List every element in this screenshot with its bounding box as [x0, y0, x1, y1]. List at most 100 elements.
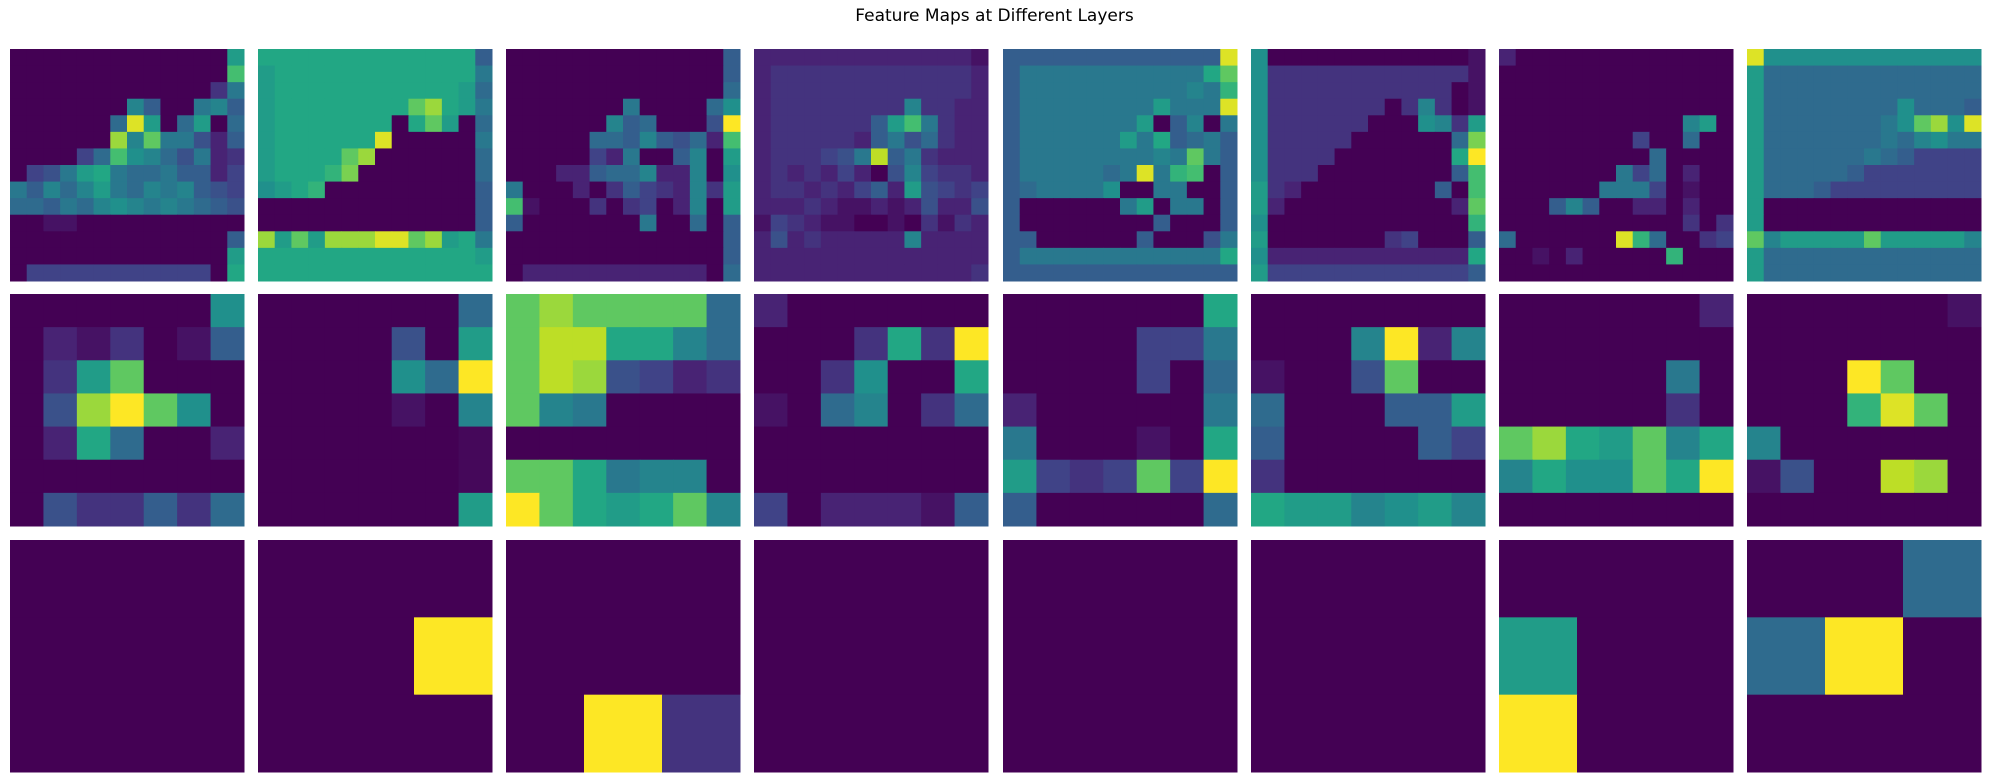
heatmap-cell — [1649, 214, 1667, 232]
heatmap-cell — [1170, 231, 1188, 249]
heatmap-cell — [921, 294, 956, 328]
heatmap-cell — [1499, 459, 1533, 494]
heatmap-cell — [1203, 247, 1221, 265]
heatmap-cell — [1284, 65, 1302, 83]
heatmap-cell — [1880, 264, 1898, 282]
heatmap-cell — [1334, 181, 1352, 199]
heatmap-cell — [1747, 540, 1826, 618]
heatmap-cell — [1549, 247, 1567, 265]
heatmap-cell — [441, 214, 460, 232]
heatmap-cell — [1401, 49, 1419, 67]
heatmap-cell — [1251, 49, 1269, 67]
heatmap-cell — [1599, 294, 1634, 328]
heatmap-cell — [639, 98, 657, 116]
heatmap-cell — [971, 198, 989, 216]
heatmap-cell — [375, 247, 393, 265]
heatmap-cell — [1666, 98, 1684, 116]
heatmap-cell — [1384, 360, 1419, 394]
heatmap-cell — [1914, 49, 1932, 67]
heatmap-cell — [291, 65, 309, 83]
heatmap-cell — [1847, 198, 1865, 216]
heatmap-cell — [1351, 426, 1386, 461]
heatmap-cell — [458, 327, 493, 361]
feature-map-layer2-8 — [1747, 294, 1982, 527]
heatmap-cell — [177, 165, 195, 183]
heatmap-cell — [1499, 82, 1517, 100]
heatmap-cell — [210, 492, 245, 527]
heatmap-cell — [1582, 247, 1600, 265]
heatmap-cell — [1053, 65, 1071, 83]
heatmap-cell — [1120, 148, 1138, 166]
heatmap-cell — [1401, 214, 1419, 232]
heatmap-cell — [1930, 115, 1949, 133]
heatmap-cell — [1434, 231, 1453, 249]
heatmap-cell — [837, 181, 855, 199]
heatmap-cell — [1136, 65, 1154, 83]
heatmap-cell — [1434, 247, 1453, 265]
heatmap-cell — [1468, 247, 1486, 265]
heatmap-cell — [1682, 65, 1701, 83]
heatmap-cell — [1103, 294, 1138, 328]
heatmap-cell — [43, 98, 61, 116]
heatmap-cell — [921, 115, 939, 133]
heatmap-cell — [143, 115, 161, 133]
heatmap-cell — [887, 98, 905, 116]
heatmap-cell — [441, 247, 460, 265]
heatmap-cell — [506, 459, 540, 494]
heatmap-cell — [1549, 264, 1567, 282]
heatmap-cell — [1780, 294, 1815, 328]
heatmap-cell — [1666, 148, 1684, 166]
heatmap-cell — [1964, 131, 1982, 149]
heatmap-cell — [673, 181, 691, 199]
heatmap-cell — [954, 492, 989, 527]
heatmap-cell — [341, 65, 359, 83]
heatmap-cell — [1317, 82, 1336, 100]
heatmap-cell — [1251, 459, 1285, 494]
heatmap-cell — [506, 540, 585, 618]
heatmap-cell — [1003, 492, 1037, 527]
heatmap-cell — [1069, 165, 1088, 183]
heatmap-cell — [689, 214, 708, 232]
heatmap-cell — [1251, 115, 1269, 133]
heatmap-cell — [662, 540, 741, 618]
heatmap-cell — [1565, 98, 1584, 116]
heatmap-cell — [1003, 198, 1021, 216]
heatmap-cell — [1103, 65, 1121, 83]
heatmap-cell — [723, 165, 741, 183]
heatmap-cell — [1284, 393, 1319, 428]
heatmap-cell — [1468, 214, 1486, 232]
heatmap-cell — [324, 131, 343, 149]
heatmap-cell — [193, 49, 212, 67]
heatmap-cell — [1532, 459, 1567, 494]
heatmap-cell — [1170, 247, 1188, 265]
heatmap-cell — [820, 327, 855, 361]
heatmap-cell — [1914, 198, 1932, 216]
heatmap-cell — [1251, 327, 1285, 361]
heatmap-cell — [93, 98, 111, 116]
heatmap-cell — [177, 360, 212, 394]
heatmap-cell — [706, 492, 741, 527]
heatmap-cell — [1549, 131, 1567, 149]
heatmap-cell — [336, 694, 415, 773]
heatmap-cell — [787, 165, 805, 183]
heatmap-cell — [1813, 264, 1832, 282]
heatmap-cell — [1699, 231, 1717, 249]
heatmap-cell — [1301, 82, 1319, 100]
heatmap-cell — [1699, 492, 1734, 527]
heatmap-cell — [706, 327, 741, 361]
heatmap-cell — [358, 181, 376, 199]
heatmap-cell — [522, 165, 540, 183]
heatmap-cell — [556, 115, 574, 133]
heatmap-cell — [210, 115, 228, 133]
heatmap-cell — [837, 65, 855, 83]
heatmap-cell — [1086, 148, 1104, 166]
heatmap-cell — [1069, 294, 1104, 328]
heatmap-cell — [1930, 198, 1949, 216]
heatmap-cell — [656, 115, 674, 133]
heatmap-cell — [324, 49, 343, 67]
heatmap-cell — [1036, 115, 1054, 133]
heatmap-cell — [921, 426, 956, 461]
heatmap-cell — [1284, 459, 1319, 494]
heatmap-cell — [110, 49, 128, 67]
